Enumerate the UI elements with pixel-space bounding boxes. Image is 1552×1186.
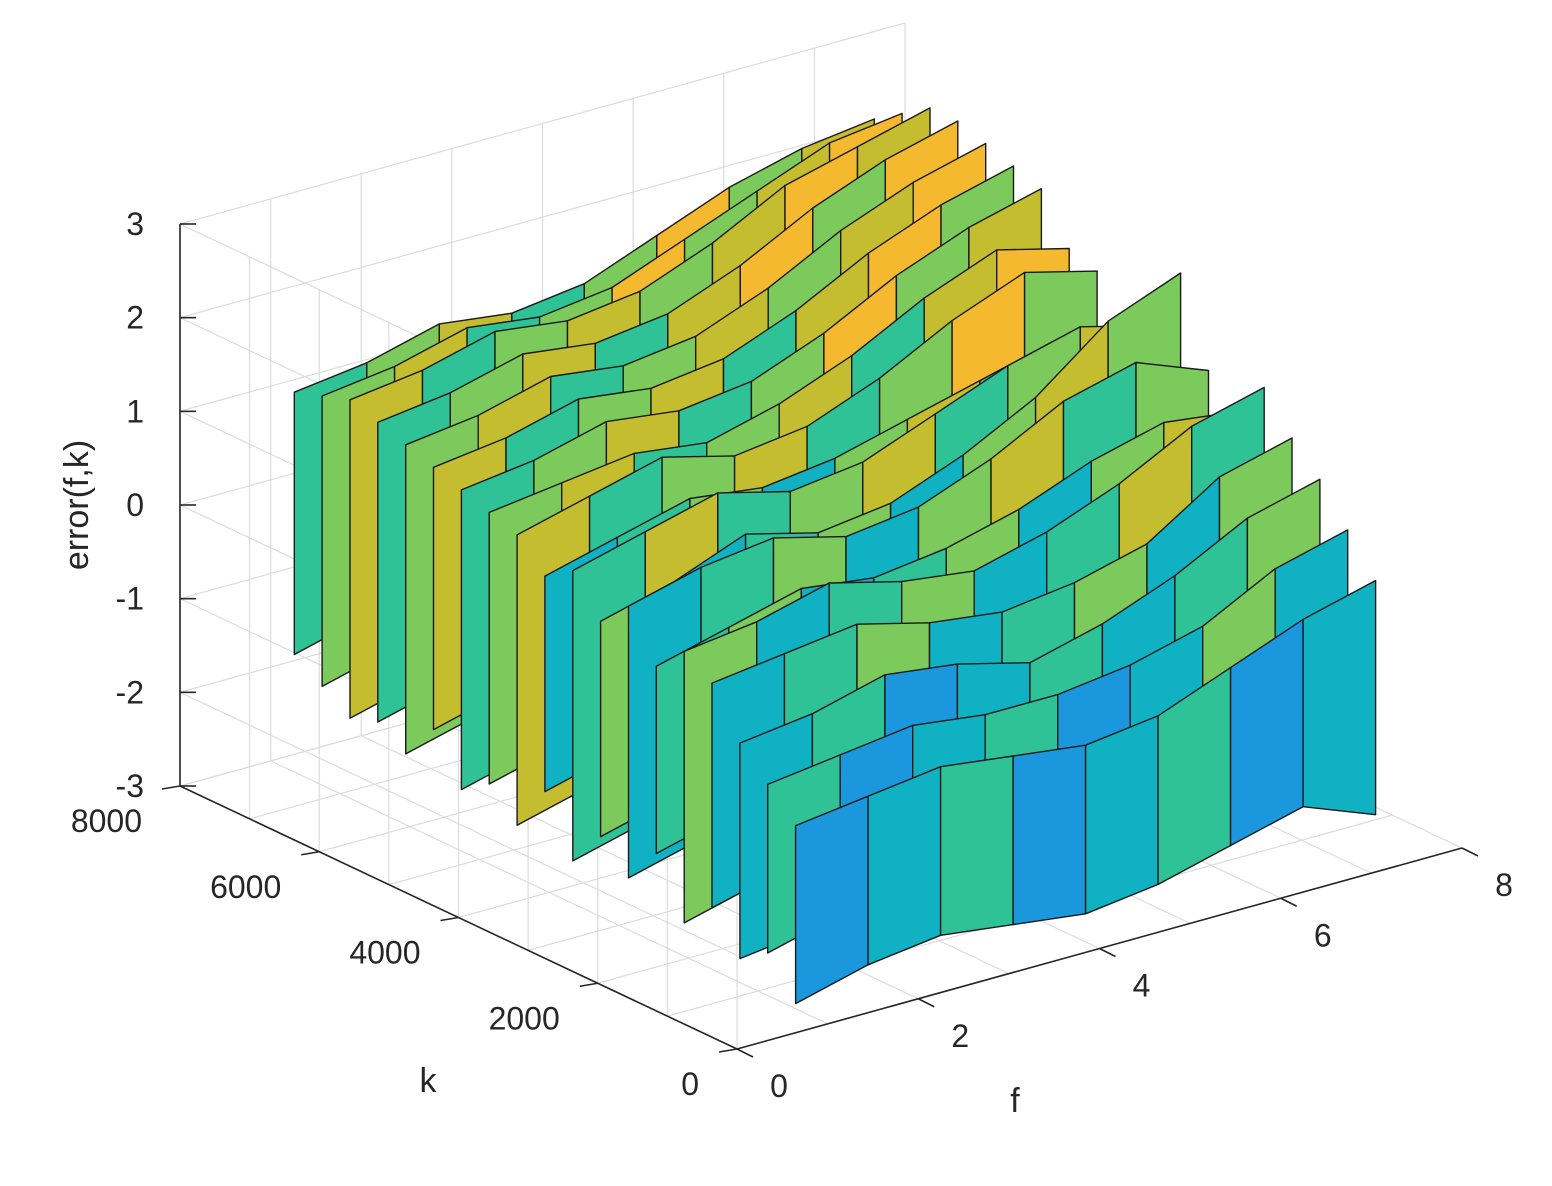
k-tick-label: 6000 xyxy=(210,869,281,905)
f-tick-label: 0 xyxy=(770,1068,788,1104)
f-tick xyxy=(1461,847,1479,857)
k-tick-label: 0 xyxy=(681,1066,699,1102)
ribbon-face xyxy=(1012,744,1087,926)
k-tick-label: 2000 xyxy=(489,1000,560,1036)
z-tick-label: 1 xyxy=(126,393,144,429)
k-tick xyxy=(161,785,181,790)
k-tick-label: 8000 xyxy=(71,803,142,839)
ribbon xyxy=(794,579,1377,1005)
k-tick xyxy=(718,1048,738,1053)
f-tick xyxy=(1099,947,1116,958)
k-tick xyxy=(301,850,320,856)
x-axis-label: f xyxy=(1010,1082,1020,1120)
z-tick-label: 3 xyxy=(126,206,144,242)
y-axis-label: k xyxy=(420,1062,438,1100)
ribbon-face xyxy=(1084,715,1159,915)
ribbon-face xyxy=(794,795,869,1005)
z-tick-label: -2 xyxy=(116,674,144,710)
tick-labels: 0 2 4 6 8 0 2000 4000 6000 8000-3 -2 -1 0 1 2 3 xyxy=(71,206,1513,1104)
ribbon-face xyxy=(1302,579,1377,816)
f-tick xyxy=(736,1048,754,1058)
f-tick-label: 8 xyxy=(1495,867,1513,903)
z-tick-label: 0 xyxy=(126,487,144,523)
z-tick-label: -3 xyxy=(116,768,144,804)
k-tick-label: 4000 xyxy=(349,935,420,971)
axes xyxy=(161,223,1479,1058)
f-tick-label: 2 xyxy=(951,1018,969,1054)
f-tick-label: 4 xyxy=(1133,968,1151,1004)
z-tick-label: 2 xyxy=(126,300,144,336)
f-tick xyxy=(917,998,935,1008)
f-tick xyxy=(1280,897,1298,907)
ribbon-series xyxy=(293,107,1377,1005)
z-axis-label: error(f,k) xyxy=(58,440,96,570)
ribbon-face xyxy=(939,755,1014,936)
f-tick-label: 6 xyxy=(1314,917,1332,953)
ribbon-face xyxy=(867,766,942,966)
k-tick xyxy=(579,982,598,988)
z-tick-label: -1 xyxy=(116,581,144,617)
k-tick xyxy=(440,916,459,922)
